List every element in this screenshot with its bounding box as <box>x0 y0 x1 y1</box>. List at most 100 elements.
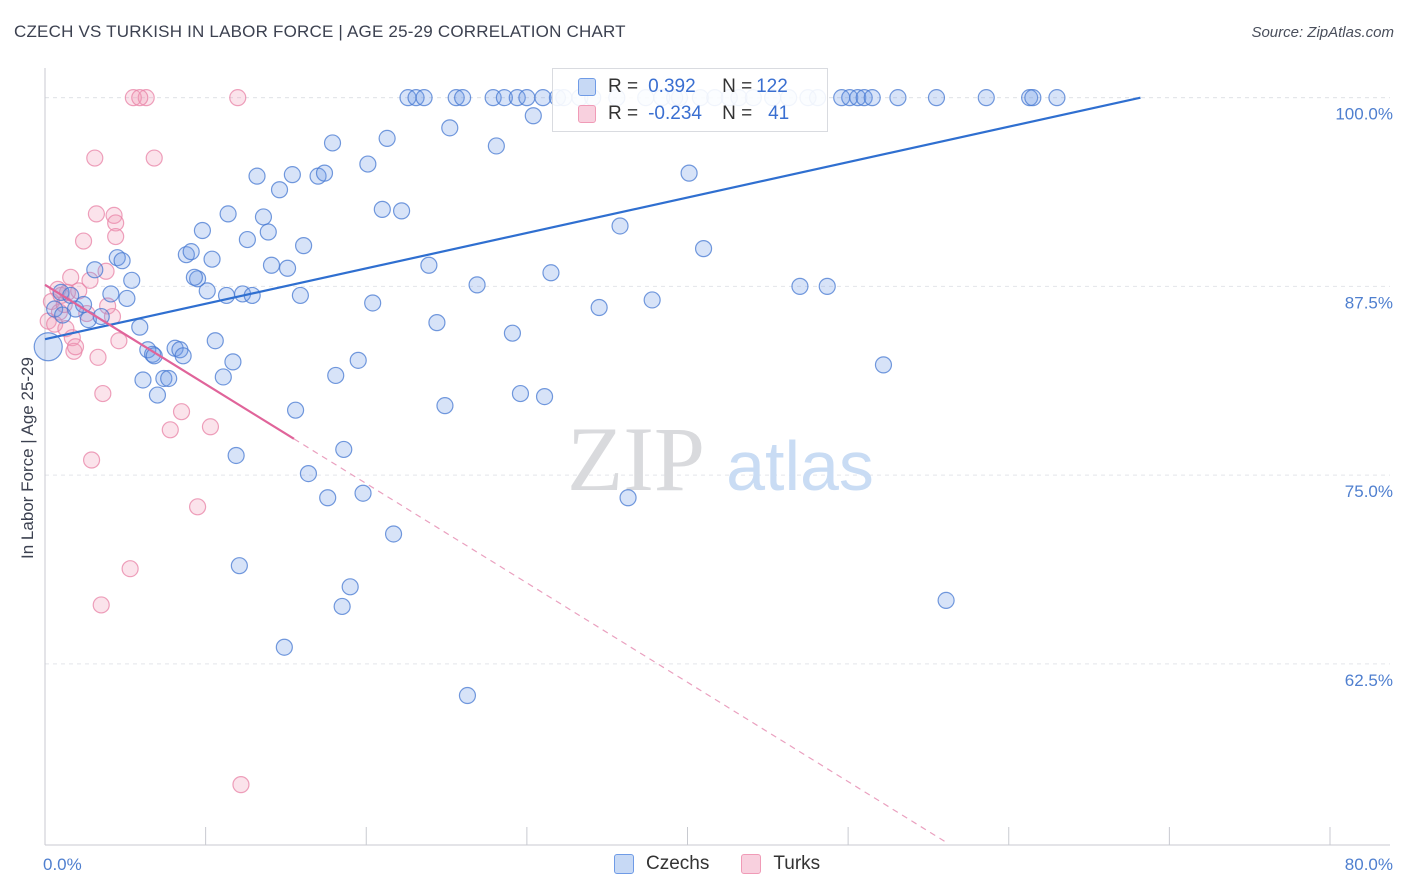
czech-point <box>487 137 505 155</box>
watermark-zip: ZIP <box>567 408 705 510</box>
turk-points <box>39 89 250 794</box>
gridlines <box>45 97 1390 665</box>
czech-point <box>354 484 372 502</box>
legend-r-value: 0.392 <box>648 76 696 97</box>
legend-row-czechs: R = 0.392 N = 122 <box>553 73 788 101</box>
tick-labels: 62.5% 75.0% 87.5% 100.0% 0.0% 80.0% <box>43 105 1393 874</box>
czech-point <box>230 557 248 575</box>
turk-point <box>78 304 96 323</box>
czech-point <box>254 208 273 226</box>
turk-point <box>131 89 149 107</box>
czech-point <box>227 446 245 465</box>
turk-point <box>124 89 142 107</box>
turk-point <box>201 418 220 436</box>
turk-point <box>121 560 139 578</box>
czech-point <box>248 167 266 185</box>
czech-point <box>155 369 173 388</box>
czech-point <box>203 250 221 268</box>
chart-title: CZECH VS TURKISH IN LABOR FORCE | AGE 25… <box>14 22 626 41</box>
axes <box>44 68 1390 846</box>
czech-point <box>619 489 637 507</box>
czech-point <box>364 294 382 312</box>
czech-point <box>224 353 242 371</box>
source-label: Source: ZipAtlas.com <box>1251 24 1394 41</box>
czech-point <box>131 318 149 336</box>
turk-point <box>107 214 125 232</box>
legend-row-turks: R = -0.234 N = 41 <box>553 100 789 128</box>
turk-point <box>188 498 207 516</box>
trend-lines <box>44 96 1141 842</box>
czech-point <box>349 351 367 369</box>
turk-point <box>232 776 250 794</box>
czech-point <box>185 268 203 286</box>
turk-point <box>89 348 107 366</box>
czech-point <box>889 89 907 107</box>
czech-point <box>818 277 836 295</box>
x-tick-label: 0.0% <box>43 855 82 874</box>
czech-point <box>327 366 345 385</box>
czech-point <box>335 440 353 459</box>
czech-point <box>503 324 522 342</box>
turk-trend-line <box>44 283 295 440</box>
czech-point <box>323 134 342 152</box>
turk-point <box>110 332 128 350</box>
czech-point <box>874 356 893 374</box>
legend-r-label: R = <box>608 76 639 97</box>
czech-point <box>291 286 309 305</box>
turk-point <box>62 268 80 286</box>
czech-point <box>977 89 995 107</box>
czech-point <box>214 368 232 386</box>
turk-point <box>81 271 99 289</box>
czech-point <box>270 181 289 199</box>
turk-point <box>107 227 125 246</box>
czech-point <box>315 164 334 182</box>
czech-point <box>447 89 465 107</box>
turk-point <box>145 149 163 167</box>
stats-legend: R = 0.392 N = 122 R = -0.234 N = 41 <box>552 68 828 132</box>
czech-point <box>118 289 136 308</box>
czech-point <box>590 298 608 317</box>
czech-point <box>534 89 552 107</box>
czech-point <box>392 202 411 220</box>
turk-point <box>74 232 93 250</box>
czech-point <box>113 252 131 270</box>
czech-point <box>863 89 881 107</box>
czech-point <box>238 230 256 249</box>
czech-point <box>415 89 433 107</box>
czech-point <box>511 384 530 403</box>
legend-label-turks: Turks <box>773 853 821 874</box>
czech-point <box>333 597 351 616</box>
y-tick-label: 75.0% <box>1345 482 1393 501</box>
czech-point <box>524 107 542 125</box>
legend-n-label: N = <box>722 76 753 97</box>
czech-point <box>359 155 377 173</box>
czech-point <box>694 240 713 258</box>
turk-point <box>94 384 112 403</box>
czech-point <box>295 237 313 255</box>
czech-point <box>319 489 337 507</box>
czech-point <box>378 129 396 148</box>
turk-point <box>92 596 110 614</box>
czech-point <box>145 347 163 365</box>
czech-point <box>791 277 809 295</box>
turk-point <box>172 403 191 421</box>
czech-point <box>259 223 277 241</box>
legend-label-czechs: Czechs <box>646 853 710 874</box>
legend-swatch-turks <box>578 105 596 123</box>
czech-point <box>275 638 293 656</box>
czech-point <box>643 291 661 309</box>
czech-points <box>33 89 1066 705</box>
y-tick-label: 100.0% <box>1335 105 1393 124</box>
czech-point <box>384 525 403 543</box>
legend-n-value: 41 <box>768 103 790 124</box>
czech-point <box>177 246 195 264</box>
legend-swatch-turks <box>741 854 762 874</box>
czech-point <box>198 282 216 300</box>
czech-point <box>468 276 486 294</box>
czech-point <box>518 89 536 107</box>
turk-point <box>70 282 88 300</box>
turk-point <box>66 338 85 356</box>
czech-point <box>86 261 104 279</box>
czech-point <box>542 264 560 282</box>
